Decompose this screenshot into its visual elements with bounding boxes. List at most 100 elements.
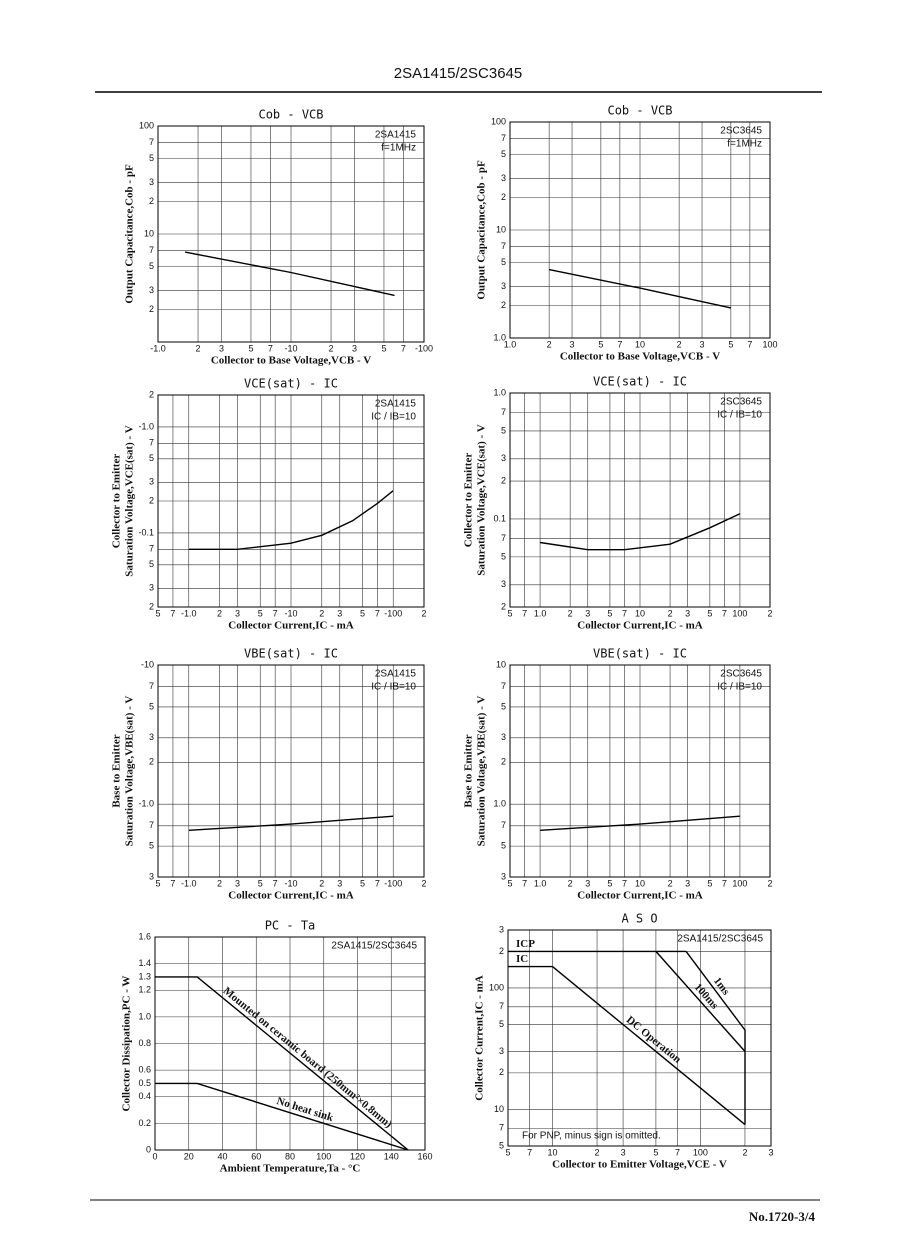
x-tick-label: 7 xyxy=(622,608,627,618)
y-tick-label: 7 xyxy=(501,241,506,251)
x-tick-label: 1.0 xyxy=(504,339,517,349)
plot-frame xyxy=(507,929,772,1147)
y-tick-label: 1.6 xyxy=(138,931,151,941)
y-tick-label: 10 xyxy=(496,659,506,669)
series-label: DC Operation xyxy=(624,1014,683,1066)
y-tick-label: 5 xyxy=(149,153,154,163)
chart-note: f=1MHz xyxy=(381,143,416,154)
y-axis-label: Output Capacitance,Cob - pF xyxy=(476,160,488,300)
x-tick-label: 2 xyxy=(329,343,334,353)
x-tick-label: -10 xyxy=(284,878,297,888)
x-tick-label: 3 xyxy=(337,878,342,888)
chart-note: 2SC3645 xyxy=(720,669,762,680)
x-axis-label: Collector Current,IC - mA xyxy=(228,620,354,632)
x-tick-label: 2 xyxy=(421,608,426,618)
x-tick-label: 7 xyxy=(401,343,406,353)
x-tick-label: 5 xyxy=(607,878,612,888)
x-tick-label: 100 xyxy=(732,878,747,888)
y-tick-label: 5 xyxy=(499,1019,504,1029)
y-tick-label: 2 xyxy=(149,601,154,611)
y-tick-label: 7 xyxy=(499,1001,504,1011)
x-tick-label: 2 xyxy=(217,878,222,888)
chart-note: f=1MHz xyxy=(727,139,762,150)
x-tick-label: 1.0 xyxy=(534,608,547,618)
y-tick-label: 7 xyxy=(149,245,154,255)
y-tick-label: 5 xyxy=(501,840,506,850)
y-tick-label: 2 xyxy=(149,495,154,505)
x-tick-label: 7 xyxy=(273,878,278,888)
x-tick-label: 2 xyxy=(319,878,324,888)
y-tick-label: 3 xyxy=(149,477,154,487)
y-tick-label: 5 xyxy=(149,559,154,569)
y-tick-label: 3 xyxy=(501,173,506,183)
chart-title: A S O xyxy=(621,912,657,926)
y-tick-label: 0.8 xyxy=(138,1038,151,1048)
x-tick-label: -100 xyxy=(415,343,433,353)
x-tick-label: -1.0 xyxy=(181,878,197,888)
x-tick-label: 60 xyxy=(251,1151,261,1161)
x-tick-label: 7 xyxy=(170,878,175,888)
x-tick-label: 5 xyxy=(607,608,612,618)
y-tick-label: 0.6 xyxy=(138,1065,151,1075)
y-tick-label: 7 xyxy=(149,681,154,691)
y-tick-label: 7 xyxy=(501,533,506,543)
y-axis-label: Base to Emitter xyxy=(111,734,123,807)
y-axis-label: Collector Current,IC - mA xyxy=(474,975,486,1101)
x-tick-label: 2 xyxy=(568,608,573,618)
y-tick-label: 3 xyxy=(501,732,506,742)
x-tick-label: 5 xyxy=(653,1147,658,1157)
x-tick-label: 5 xyxy=(728,339,733,349)
x-tick-label: 5 xyxy=(155,878,160,888)
y-tick-label: 2 xyxy=(499,946,504,956)
x-tick-label: 2 xyxy=(547,339,552,349)
y-tick-label: 3 xyxy=(499,924,504,934)
curve xyxy=(188,490,394,550)
y-tick-label: 2 xyxy=(501,192,506,202)
x-tick-label: 2 xyxy=(767,878,772,888)
y-tick-label: 10 xyxy=(496,224,506,234)
x-tick-label: 5 xyxy=(258,608,263,618)
plot-frame xyxy=(157,394,425,608)
x-tick-label: 3 xyxy=(570,339,575,349)
y-tick-label: 0.1 xyxy=(493,513,506,523)
chart-note: 2SA1415 xyxy=(375,669,417,680)
y-tick-label: 2 xyxy=(501,300,506,310)
y-tick-label: -10 xyxy=(141,659,154,669)
x-tick-label: 3 xyxy=(235,608,240,618)
y-tick-label: 100 xyxy=(139,120,154,130)
x-tick-label: 2 xyxy=(742,1147,747,1157)
chart-title: PC - Ta xyxy=(265,919,316,933)
x-tick-label: -10 xyxy=(284,608,297,618)
x-tick-label: 2 xyxy=(421,878,426,888)
curve xyxy=(655,950,746,1052)
y-tick-label: 3 xyxy=(149,285,154,295)
x-tick-label: 100 xyxy=(693,1147,708,1157)
y-axis-label: Saturation Voltage,VCE(sat) - V xyxy=(476,424,488,575)
series-label: 1ms xyxy=(711,975,732,998)
x-tick-label: 7 xyxy=(375,878,380,888)
chart-note: 2SA1415 xyxy=(375,130,417,141)
x-tick-label: 100 xyxy=(762,339,777,349)
x-tick-label: 2 xyxy=(319,608,324,618)
y-tick-label: 2 xyxy=(149,389,154,399)
chart-title: VBE(sat) - IC xyxy=(244,647,338,661)
x-tick-label: 3 xyxy=(685,608,690,618)
x-tick-label: 10 xyxy=(548,1147,558,1157)
curve xyxy=(548,268,732,309)
x-tick-label: 5 xyxy=(505,1147,510,1157)
y-tick-label: 2 xyxy=(149,757,154,767)
x-tick-label: 7 xyxy=(522,878,527,888)
y-tick-label: 5 xyxy=(149,701,154,711)
x-tick-label: -100 xyxy=(384,878,402,888)
x-tick-label: 2 xyxy=(196,343,201,353)
x-tick-label: 1.0 xyxy=(534,878,547,888)
y-tick-label: 3 xyxy=(501,871,506,881)
x-tick-label: 3 xyxy=(585,608,590,618)
x-tick-label: -10 xyxy=(284,343,297,353)
x-tick-label: 5 xyxy=(155,608,160,618)
y-tick-label: 3 xyxy=(501,579,506,589)
x-tick-label: 5 xyxy=(707,608,712,618)
y-tick-label: 5 xyxy=(149,840,154,850)
x-tick-label: 2 xyxy=(668,878,673,888)
